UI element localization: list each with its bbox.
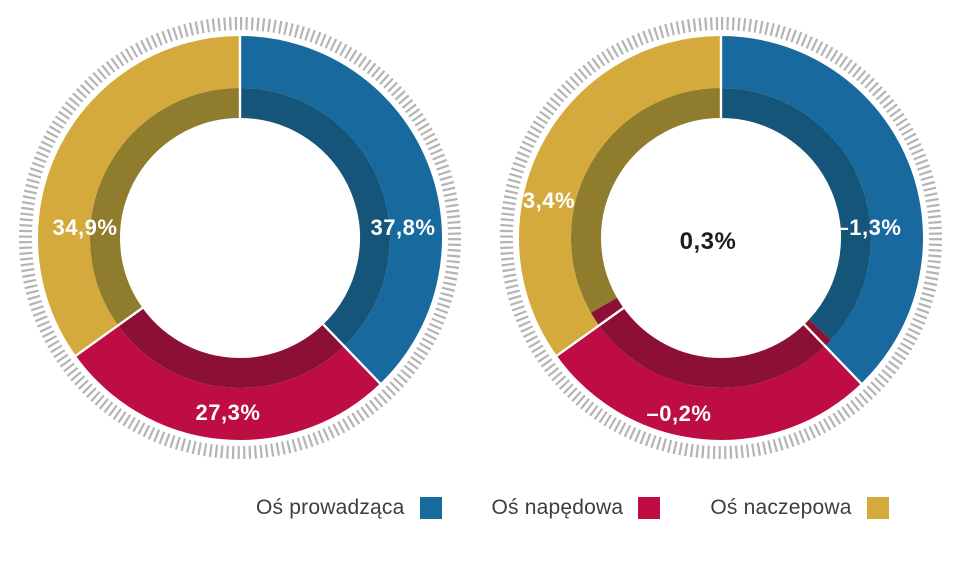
legend-item-os-prowadzaca: Oś prowadząca: [256, 496, 442, 520]
center-label-right: 0,3%: [679, 228, 737, 255]
donut-chart-left: 37,8% 27,3% 34,9%: [0, 0, 480, 480]
segment-label-blue-left: 37,8%: [370, 215, 436, 240]
segment-label-red-right: –0,2%: [646, 401, 712, 426]
legend-item-os-naczepowa: Oś naczepowa: [710, 496, 889, 520]
donut-chart-left-svg: [19, 17, 461, 459]
donut-chart-right-svg: [500, 17, 942, 459]
legend-item-os-napedowa: Oś napędowa: [492, 496, 661, 520]
legend-swatch-gold-icon: [866, 497, 889, 519]
donut-chart-right: –1,3% –0,2% 3,4% 0,3%: [481, 0, 960, 480]
segment-label-blue-right: –1,3%: [836, 215, 902, 240]
legend: Oś prowadząca Oś napędowa Oś naczepowa: [256, 496, 889, 520]
segment-label-gold-left: 34,9%: [52, 215, 118, 240]
legend-swatch-blue-icon: [419, 497, 442, 519]
legend-label-os-naczepowa: Oś naczepowa: [710, 496, 852, 519]
segment-label-red-left: 27,3%: [195, 400, 261, 425]
legend-label-os-napedowa: Oś napędowa: [491, 496, 624, 519]
legend-swatch-red-icon: [638, 497, 661, 519]
segment-label-gold-right: 3,4%: [522, 188, 576, 213]
legend-label-os-prowadzaca: Oś prowadząca: [256, 496, 405, 519]
